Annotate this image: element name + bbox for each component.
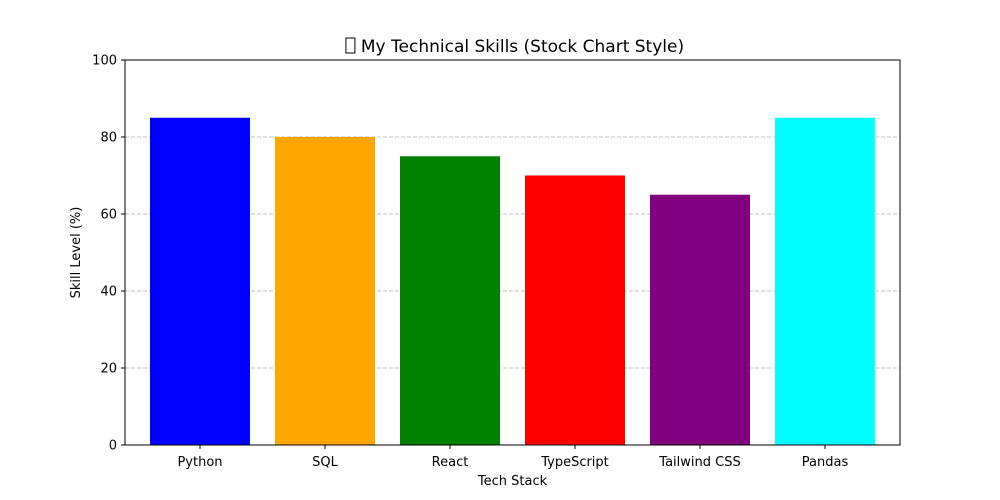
bar-react [400,156,500,445]
x-tick-label: TypeScript [540,455,609,470]
x-axis-ticks: Python SQL React TypeScript Tailwind CSS Pand… [177,445,848,470]
x-tick-label: Tailwind CSS [658,455,740,470]
bar-sql [275,137,375,445]
y-axis-ticks: 0 20 40 60 80 100 [92,54,125,454]
y-tick-label: 80 [100,131,117,146]
bar-pandas [775,117,875,445]
y-tick-label: 20 [100,362,117,377]
x-axis-label: Tech Stack [477,474,548,489]
bar-python [150,117,250,445]
y-tick-label: 100 [92,54,117,69]
grid-layer [125,136,900,369]
x-tick-label: Python [177,455,222,470]
chart-title: My Technical Skills (Stock Chart Style) [361,37,684,57]
plot-frame [124,59,901,446]
y-axis-label: Skill Level (%) [69,207,84,299]
x-tick-label: Pandas [802,455,849,470]
chart-title-group: My Technical Skills (Stock Chart Style) [345,37,684,57]
y-tick-label: 0 [109,439,117,454]
x-tick-label: React [432,455,469,470]
bar-tailwind-css [650,194,750,445]
y-tick-label: 40 [100,285,117,300]
missing-glyph-icon [345,37,356,54]
bar-layer [150,117,875,445]
bar-typescript [525,175,625,445]
y-tick-label: 60 [100,208,117,223]
x-tick-label: SQL [312,455,338,470]
